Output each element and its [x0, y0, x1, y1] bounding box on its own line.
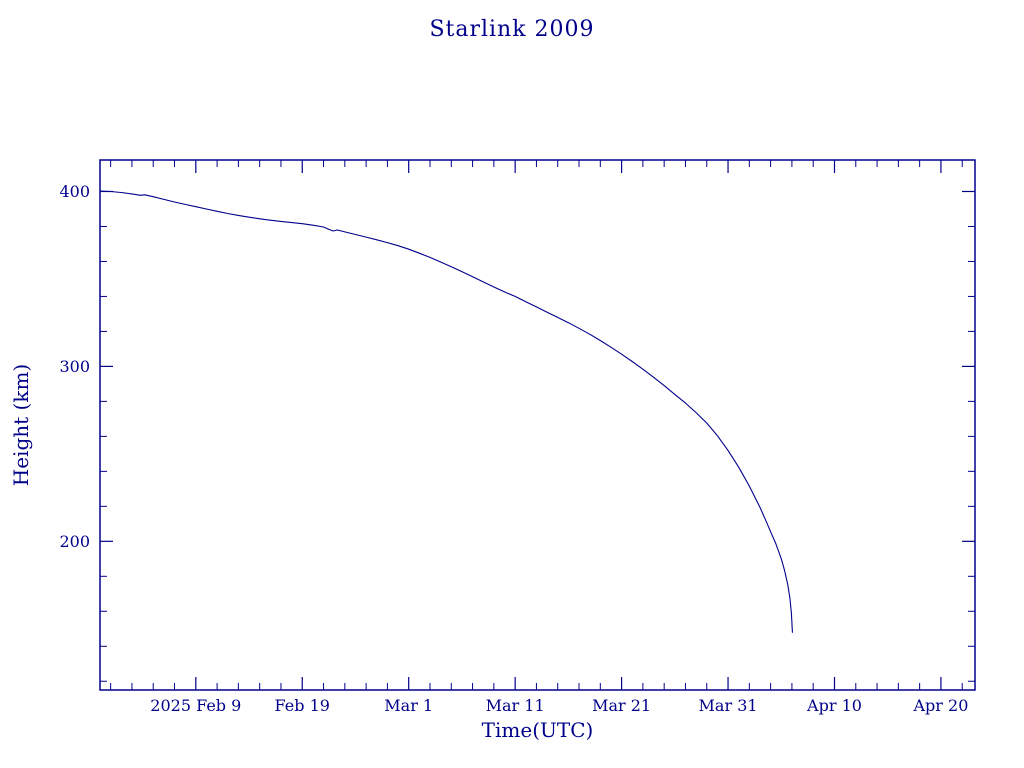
x-tick-label: Mar 11	[486, 696, 545, 715]
y-tick-label: 400	[59, 182, 90, 201]
x-axis-label: Time(UTC)	[481, 718, 594, 742]
y-tick-label: 200	[59, 532, 90, 551]
height-decay-line	[99, 190, 793, 633]
x-tick-label: Mar 31	[699, 696, 758, 715]
y-tick-label: 300	[59, 357, 90, 376]
x-tick-label: 2025 Feb 9	[150, 696, 241, 715]
x-tick-label: Mar 21	[592, 696, 651, 715]
x-tick-label: Apr 10	[806, 696, 862, 715]
plot-frame	[99, 159, 976, 691]
x-tick-label: Mar 1	[384, 696, 433, 715]
chart-title: Starlink 2009	[429, 17, 595, 42]
x-tick-label: Apr 20	[912, 696, 968, 715]
x-tick-label: Feb 19	[275, 696, 330, 715]
